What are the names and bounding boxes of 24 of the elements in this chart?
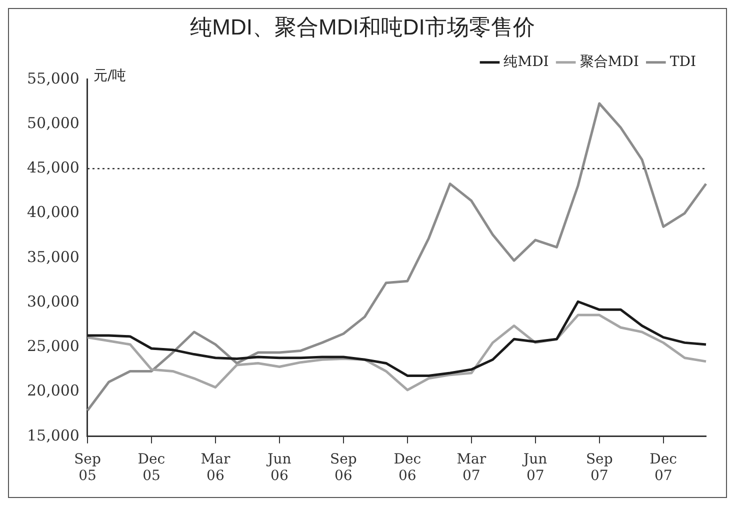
y-axis-title: 元/吨 bbox=[93, 68, 126, 84]
y-tick-label: 50,000 bbox=[26, 114, 80, 132]
y-tick-label: 15,000 bbox=[26, 426, 80, 444]
x-tick-label: Dec 06 bbox=[394, 451, 422, 484]
x-tick-label: Sep 05 bbox=[74, 451, 101, 484]
y-tick-label: 55,000 bbox=[26, 69, 80, 88]
legend-label: 纯MDI bbox=[504, 54, 549, 70]
legend-label: TDI bbox=[670, 54, 696, 70]
y-tick-label: 20,000 bbox=[26, 382, 80, 400]
x-tick-label: Jun 07 bbox=[522, 451, 548, 484]
x-tick-label: Sep 06 bbox=[330, 451, 357, 484]
x-tick-label: Mar 07 bbox=[456, 451, 486, 484]
legend-label: 聚合MDI bbox=[580, 54, 639, 70]
x-tick-label: Dec 07 bbox=[650, 451, 678, 484]
y-tick-label: 30,000 bbox=[26, 292, 80, 310]
y-tick-label: 25,000 bbox=[26, 337, 80, 356]
x-tick-label: Mar 06 bbox=[200, 451, 230, 484]
y-tick-label: 35,000 bbox=[26, 248, 80, 266]
x-tick-label: Dec 05 bbox=[138, 451, 166, 484]
y-tick-label: 45,000 bbox=[26, 158, 80, 177]
x-tick-label: Jun 06 bbox=[266, 451, 292, 484]
x-tick-label: Sep 07 bbox=[586, 451, 613, 484]
chart-title: 纯MDI、聚合MDI和吨DI市场零售价 bbox=[190, 14, 535, 40]
y-tick-label: 40,000 bbox=[26, 203, 80, 222]
